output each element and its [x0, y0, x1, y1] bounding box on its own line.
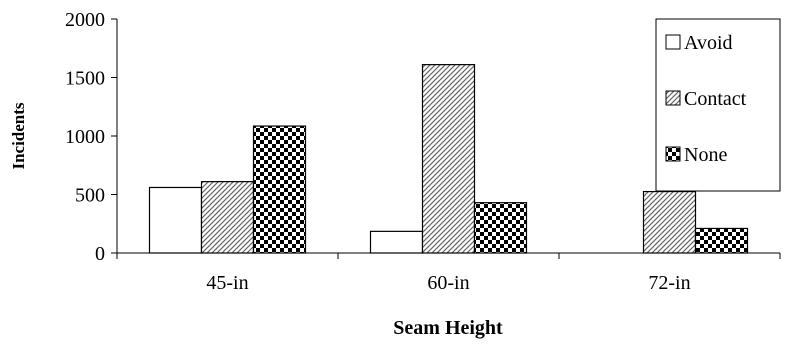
legend: Avoid Contact None: [655, 18, 781, 192]
y-tick-label: 500: [75, 185, 105, 207]
x-tick-label: 45-in: [206, 272, 248, 294]
legend-swatch-contact: [665, 90, 681, 106]
legend-items: Avoid Contact None: [665, 32, 747, 166]
legend-label-avoid: Avoid: [684, 32, 733, 54]
legend-label-contact: Contact: [684, 88, 747, 110]
y-tick-label: 0: [95, 243, 105, 265]
x-ticks: 45-in 60-in 72-in: [116, 253, 781, 294]
y-tick-label: 2000: [65, 9, 105, 31]
x-tick-label: 72-in: [648, 272, 690, 294]
x-tick-label: 60-in: [427, 272, 469, 294]
bar-none-72-in: [694, 227, 749, 254]
bars: [148, 64, 749, 254]
bar-contact-72-in: [642, 190, 697, 254]
y-tick-label: 1000: [65, 126, 105, 148]
y-tick-label: 1500: [65, 68, 105, 90]
x-axis-title: Seam Height: [393, 317, 503, 339]
bar-none-60-in: [473, 202, 528, 254]
bar-avoid-45-in: [148, 186, 203, 254]
bar-contact-45-in: [200, 181, 255, 254]
legend-label-none: None: [684, 144, 727, 166]
y-ticks: 0 500 1000 1500 2000: [65, 9, 117, 265]
legend-swatch-none: [665, 146, 681, 162]
bar-contact-60-in: [421, 64, 476, 254]
y-axis-title: Incidents: [9, 102, 28, 169]
legend-swatch-avoid: [665, 34, 681, 50]
bar-none-45-in: [252, 125, 307, 254]
bar-avoid-60-in: [369, 230, 424, 254]
